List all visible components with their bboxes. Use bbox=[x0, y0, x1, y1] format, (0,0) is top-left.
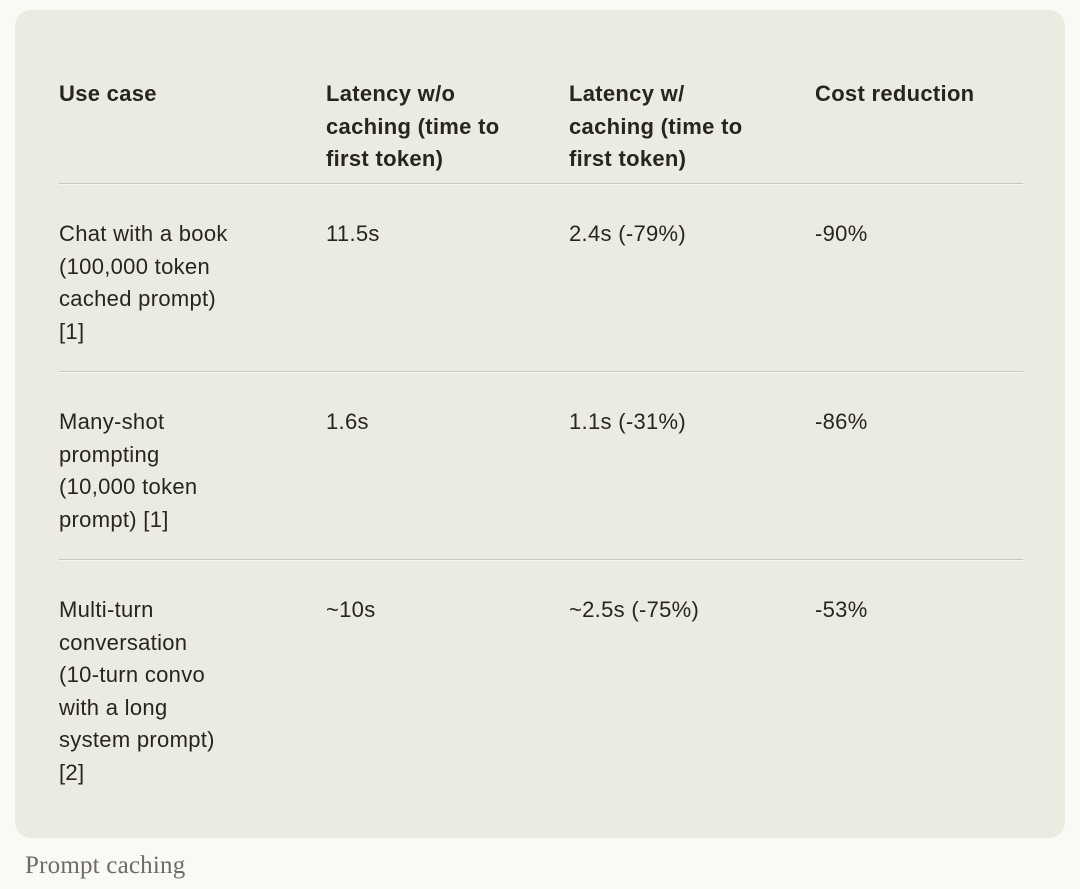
use-case-cell: Multi-turn conversation (10-turn convo w… bbox=[59, 597, 215, 785]
latency-with-caching-cell: ~2.5s (-75%) bbox=[569, 597, 700, 622]
latency-without-caching-cell: 1.6s bbox=[326, 409, 369, 434]
figure-caption: Prompt caching bbox=[25, 852, 186, 879]
table-row: Chat with a book (100,000 token cached p… bbox=[59, 185, 1023, 371]
cost-reduction-cell: -53% bbox=[815, 597, 868, 622]
prompt-caching-card: Use case Latency w/o caching (time to fi… bbox=[15, 10, 1065, 838]
latency-with-caching-cell: 1.1s (-31%) bbox=[569, 409, 687, 434]
column-header-cost-reduction: Cost reduction bbox=[815, 81, 975, 106]
cost-reduction-cell: -86% bbox=[815, 409, 868, 434]
latency-with-caching-cell: 2.4s (-79%) bbox=[569, 221, 687, 246]
use-case-cell: Many-shot prompting (10,000 token prompt… bbox=[59, 409, 198, 532]
latency-without-caching-cell: 11.5s bbox=[326, 221, 380, 246]
use-case-cell: Chat with a book (100,000 token cached p… bbox=[59, 221, 228, 344]
column-header-latency-with-caching: Latency w/ caching (time to first token) bbox=[569, 81, 743, 171]
row-divider bbox=[59, 183, 1023, 185]
latency-without-caching-cell: ~10s bbox=[326, 597, 376, 622]
row-divider bbox=[59, 559, 1023, 561]
cost-reduction-cell: -90% bbox=[815, 221, 868, 246]
table-row: Multi-turn conversation (10-turn convo w… bbox=[59, 561, 1023, 789]
table-row: Many-shot prompting (10,000 token prompt… bbox=[59, 373, 1023, 559]
column-header-latency-without-caching: Latency w/o caching (time to first token… bbox=[326, 81, 500, 171]
prompt-caching-table: Use case Latency w/o caching (time to fi… bbox=[59, 78, 1023, 789]
table-header-row: Use case Latency w/o caching (time to fi… bbox=[59, 78, 1023, 183]
column-header-use-case: Use case bbox=[59, 81, 157, 106]
row-divider bbox=[59, 371, 1023, 373]
